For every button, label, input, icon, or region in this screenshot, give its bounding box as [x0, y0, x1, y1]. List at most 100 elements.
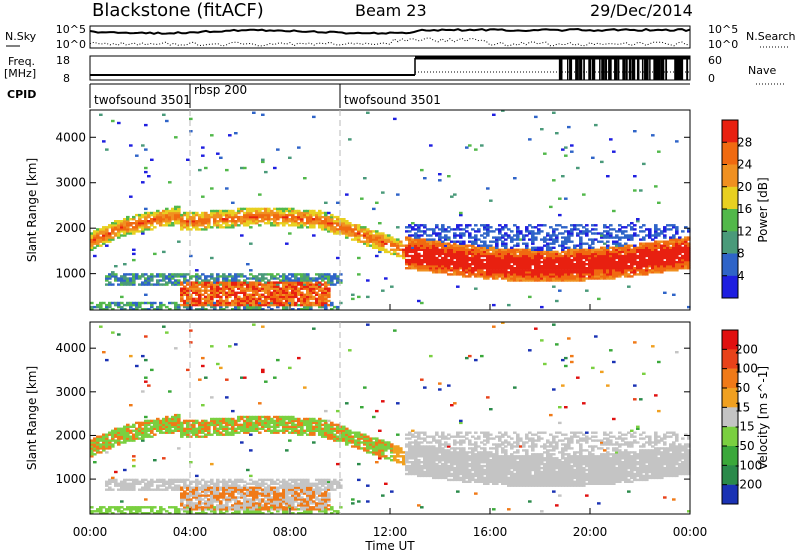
power-cell	[459, 250, 463, 254]
power-cell	[450, 248, 454, 251]
power-cell	[657, 228, 661, 231]
power-cell	[198, 299, 202, 303]
power-cell	[447, 242, 451, 245]
power-cell	[645, 269, 649, 272]
power-cell	[441, 244, 445, 247]
power-cell	[666, 248, 670, 251]
power-cell	[135, 305, 139, 309]
power-cell	[330, 215, 334, 219]
power-cell	[663, 250, 667, 254]
power-cell	[93, 238, 97, 241]
power-cell	[315, 297, 319, 301]
power-cell	[309, 215, 313, 219]
power-cell	[282, 218, 286, 221]
power-cell	[264, 211, 268, 215]
power-cell	[210, 305, 214, 309]
power-cell	[366, 295, 370, 299]
velocity-cell	[141, 439, 145, 442]
power-cell	[480, 273, 484, 276]
power-cell	[171, 211, 175, 215]
power-cell	[621, 269, 625, 272]
power-cell	[474, 248, 478, 251]
velocity-cell	[252, 486, 256, 489]
power-cell	[189, 285, 193, 288]
power-cell	[363, 240, 367, 243]
power-cell	[150, 303, 154, 307]
velocity-cell	[210, 462, 214, 466]
power-cell	[306, 291, 310, 294]
power-cell	[498, 263, 502, 266]
velocity-cell	[240, 429, 244, 432]
power-cell	[675, 140, 679, 143]
velocity-cell	[252, 494, 256, 497]
velocity-cell	[111, 488, 115, 491]
power-cell	[447, 267, 451, 270]
power-cell	[213, 211, 217, 215]
power-cell	[636, 273, 640, 276]
velocity-cell	[195, 427, 199, 430]
power-cell	[528, 248, 532, 251]
power-cell	[171, 281, 175, 284]
power-cell	[90, 301, 94, 305]
power-cell	[672, 226, 676, 229]
power-cell	[279, 275, 283, 278]
power-cell	[294, 289, 298, 292]
power-cell	[480, 248, 484, 251]
power-cell	[678, 265, 682, 268]
power-cell	[429, 228, 433, 231]
velocity-cell	[114, 435, 118, 438]
power-cell	[678, 260, 682, 264]
power-cell	[567, 273, 571, 276]
power-cell	[312, 209, 316, 213]
velocity-cell	[192, 431, 196, 434]
velocity-cell	[186, 492, 190, 495]
power-cell	[456, 224, 460, 227]
power-cell	[129, 222, 133, 225]
velocity-cell	[102, 506, 106, 509]
velocity-cell	[228, 431, 232, 434]
power-cell	[444, 258, 448, 262]
power-cell	[204, 228, 208, 231]
velocity-cell	[207, 502, 211, 505]
power-cell	[570, 263, 574, 266]
power-cell	[618, 256, 622, 260]
power-cell	[423, 230, 427, 233]
power-cell	[153, 215, 157, 219]
power-cell	[258, 289, 262, 292]
power-cell	[555, 238, 559, 241]
power-cell	[546, 242, 550, 245]
power-cell	[117, 220, 121, 223]
power-cell	[201, 279, 205, 282]
power-cell	[441, 226, 445, 229]
velocity-cell	[234, 419, 238, 423]
velocity-cell	[210, 496, 214, 499]
power-cell	[534, 232, 538, 235]
power-cell	[312, 295, 316, 299]
power-cell	[189, 281, 193, 284]
power-cell	[228, 303, 232, 307]
power-cell	[564, 252, 568, 256]
power-cell	[273, 289, 277, 292]
power-cell	[249, 273, 253, 276]
power-cell	[150, 283, 154, 286]
power-cell	[603, 248, 607, 251]
power-cell	[381, 236, 385, 239]
power-cell	[177, 209, 181, 213]
power-cell	[594, 224, 598, 227]
power-cell	[558, 252, 562, 256]
power-cell	[96, 236, 100, 239]
power-cell	[495, 228, 499, 231]
power-cell	[297, 222, 301, 225]
power-cell	[258, 297, 262, 301]
velocity-cell	[243, 500, 247, 503]
power-cell	[312, 303, 316, 307]
power-cell	[240, 209, 244, 213]
velocity-cell	[135, 364, 139, 368]
power-cell	[309, 213, 313, 217]
power-cell	[468, 263, 472, 266]
velocity-cell	[261, 506, 265, 509]
power-cell	[591, 277, 595, 280]
velocity-cell	[198, 502, 202, 505]
power-cell	[168, 220, 172, 223]
velocity-cell	[222, 508, 226, 511]
